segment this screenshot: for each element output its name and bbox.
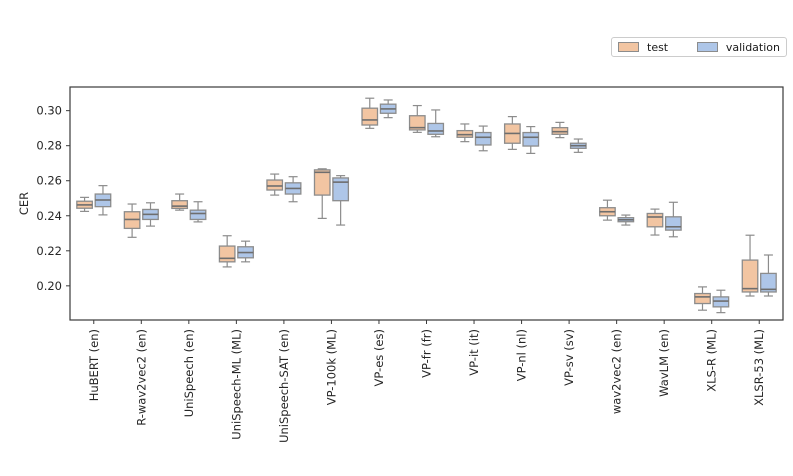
box-rect — [408, 115, 426, 131]
x-tick-label: UniSpeech-ML (ML) — [229, 329, 243, 440]
box-validation-3 — [237, 240, 254, 263]
box-test-12 — [646, 208, 664, 236]
x-tick-label: XLSR-53 (ML) — [752, 329, 766, 406]
box-test-1 — [123, 203, 141, 238]
box-rect — [313, 169, 331, 196]
box-validation-12 — [664, 201, 682, 238]
box-rect — [474, 131, 492, 146]
y-tick-label: 0.20 — [36, 279, 62, 293]
box-rect — [171, 200, 189, 210]
box-validation-0 — [94, 185, 112, 216]
y-tick-label: 0.22 — [36, 244, 62, 258]
box-rect — [332, 177, 350, 202]
box-test-5 — [313, 168, 331, 219]
validation-color-swatch — [696, 42, 718, 52]
box-validation-6 — [379, 99, 397, 119]
box-rect — [741, 259, 759, 293]
y-tick-label: 0.28 — [36, 139, 62, 153]
x-tick-label: HuBERT (en) — [87, 329, 101, 401]
box-test-10 — [551, 121, 569, 139]
legend-label-test: test — [647, 40, 669, 54]
box-test-0 — [76, 196, 93, 212]
box-test-9 — [503, 116, 521, 150]
box-validation-14 — [760, 254, 777, 297]
x-tick-label: WavLM (en) — [657, 329, 671, 397]
legend: test validation — [611, 37, 787, 57]
box-validation-2 — [189, 201, 207, 223]
box-rect — [189, 209, 207, 221]
box-rect — [361, 107, 379, 126]
box-test-2 — [171, 193, 189, 211]
box-validation-9 — [522, 125, 540, 154]
box-validation-4 — [284, 176, 302, 203]
x-tick-label: UniSpeech (en) — [182, 329, 196, 417]
y-tick-label: 0.30 — [36, 104, 62, 118]
box-test-13 — [694, 286, 711, 311]
box-validation-11 — [617, 214, 635, 226]
x-tick-label: VP-fr (fr) — [420, 329, 434, 378]
x-tick-label: VP-100k (ML) — [324, 329, 338, 405]
y-tick-label: 0.26 — [36, 174, 62, 188]
x-tick-label: VP-es (es) — [372, 329, 386, 386]
box-rect — [694, 292, 711, 305]
box-validation-1 — [142, 202, 159, 227]
box-validation-7 — [427, 109, 445, 138]
x-tick-label: wav2vec2 (en) — [610, 329, 624, 414]
x-tick-label: UniSpeech-SAT (en) — [277, 329, 291, 443]
box-test-11 — [599, 199, 616, 221]
box-rect — [266, 179, 284, 191]
test-color-swatch — [618, 42, 639, 52]
x-tick-label: VP-it (it) — [467, 329, 481, 376]
y-axis-label: CER — [17, 192, 31, 215]
box-test-14 — [741, 234, 759, 297]
box-validation-10 — [569, 138, 587, 153]
box-validation-13 — [712, 289, 730, 314]
box-test-4 — [266, 173, 284, 196]
box-test-8 — [456, 123, 474, 143]
box-validation-8 — [474, 125, 492, 152]
box-rect — [646, 212, 664, 228]
box-rect — [427, 122, 445, 135]
box-rect — [664, 216, 682, 231]
box-rect — [760, 272, 777, 293]
x-tick-label: VP-sv (sv) — [562, 329, 576, 386]
box-rect — [522, 131, 540, 147]
legend-label-validation: validation — [725, 40, 780, 54]
box-validation-5 — [332, 175, 350, 226]
box-rect — [218, 245, 236, 263]
box-test-6 — [361, 97, 379, 129]
legend-entry-validation: validation — [696, 40, 780, 54]
x-tick-label: R-wav2vec2 (en) — [134, 329, 148, 426]
box-test-3 — [218, 235, 236, 268]
x-tick-label: VP-nl (nl) — [515, 329, 529, 381]
box-test-7 — [408, 104, 426, 133]
x-tick-label: XLS-R (ML) — [705, 329, 719, 392]
y-tick-label: 0.24 — [36, 209, 62, 223]
legend-entry-test: test — [618, 42, 697, 53]
